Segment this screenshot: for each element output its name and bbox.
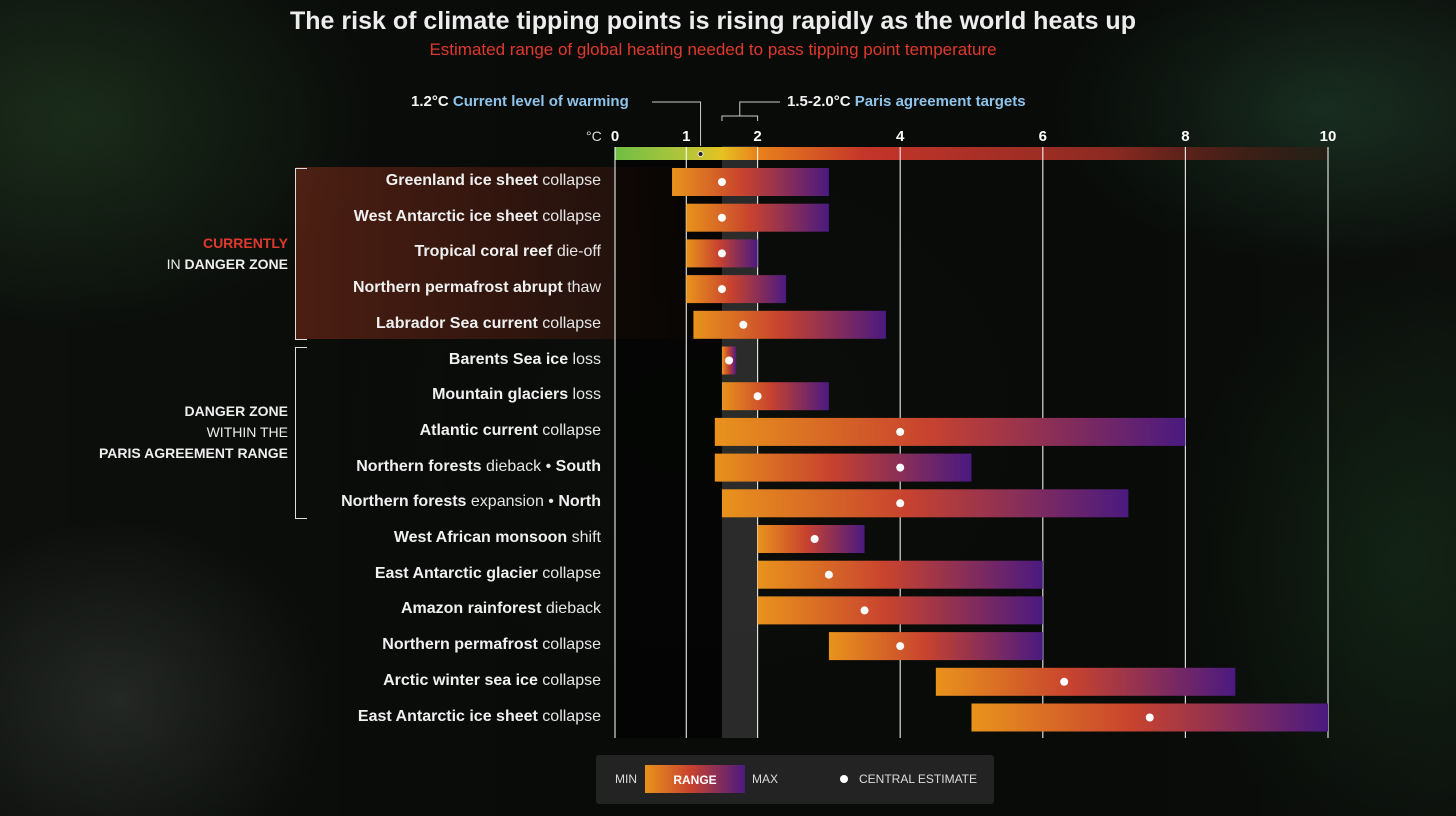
group-paris-line2: WITHIN THE — [206, 424, 288, 440]
central-estimate-dot — [725, 356, 734, 365]
range-bar — [714, 453, 972, 482]
range-bar — [757, 560, 1043, 589]
legend-min: MIN — [615, 772, 637, 786]
range-bar — [935, 667, 1236, 696]
central-estimate-dot — [896, 499, 905, 508]
current-warming-label: Current level of warming — [452, 93, 629, 110]
row-label: Greenland ice sheet collapse — [385, 172, 601, 189]
legend-central: CENTRAL ESTIMATE — [859, 772, 978, 786]
current-warming-annotation: 1.2°C Current level of warming — [411, 93, 629, 110]
row-label: Northern forests expansion • North — [341, 493, 601, 511]
row-label: East Antarctic ice sheet collapse — [357, 707, 601, 725]
x-tick-label: 8 — [1181, 128, 1189, 145]
row-label: Amazon rainforest dieback — [400, 600, 601, 618]
current-warming-value: 1.2°C — [411, 93, 449, 110]
paris-target-connector — [739, 101, 780, 116]
group-paris-line1: DANGER ZONE — [184, 403, 288, 419]
temperature-scale-strip — [615, 147, 1328, 160]
group-current-line1: CURRENTLY — [202, 235, 288, 251]
range-bar — [828, 632, 1043, 661]
below-paris-band — [615, 146, 722, 738]
range-bar — [686, 275, 787, 304]
x-tick-label: 2 — [753, 128, 761, 145]
central-estimate-dot — [717, 249, 726, 258]
x-tick-label: 6 — [1039, 128, 1047, 145]
legend-max: MAX — [752, 772, 779, 786]
legend-range: RANGE — [673, 773, 717, 787]
row-label: Atlantic current collapse — [419, 421, 601, 439]
paris-target-bracket — [721, 115, 759, 121]
central-estimate-dot — [717, 178, 726, 186]
row-label: West African monsoon shift — [393, 529, 601, 546]
paris-target-value: 1.5-2.0°C — [787, 93, 851, 110]
axis-unit: °C — [586, 128, 602, 144]
range-bar — [721, 489, 1129, 518]
central-estimate-dot — [896, 642, 905, 651]
central-estimate-dot — [717, 285, 726, 294]
paris-target-annotation: 1.5-2.0°C Paris agreement targets — [787, 93, 1026, 110]
group-paris-line3: PARIS AGREEMENT RANGE — [98, 445, 288, 461]
central-estimate-dot — [753, 392, 762, 401]
central-estimate-dot — [717, 213, 726, 222]
group-current-line2: IN DANGER ZONE — [166, 256, 288, 272]
x-tick-label: 4 — [896, 128, 905, 145]
legend: MIN RANGE MAX CENTRAL ESTIMATE — [596, 755, 994, 804]
group-label-paris: DANGER ZONE WITHIN THE PARIS AGREEMENT R… — [0, 401, 288, 464]
central-estimate-dot — [896, 463, 905, 472]
central-estimate-dot — [896, 427, 905, 436]
x-tick-label: 1 — [682, 128, 690, 145]
row-label: Barents Sea ice loss — [448, 350, 601, 368]
chart-subtitle: Estimated range of global heating needed… — [429, 40, 997, 59]
range-bar — [721, 382, 829, 411]
central-estimate-dot — [739, 320, 748, 329]
row-label: Northern forests dieback • South — [356, 457, 601, 475]
legend-central-dot — [840, 775, 848, 783]
row-label: Arctic winter sea ice collapse — [383, 671, 601, 689]
row-label: Northern permafrost collapse — [382, 636, 601, 654]
central-estimate-dot — [860, 606, 869, 615]
row-label: Mountain glaciers loss — [432, 386, 601, 404]
group-label-current: CURRENTLY IN DANGER ZONE — [0, 233, 288, 275]
range-bar — [672, 168, 829, 196]
chart-title: The risk of climate tipping points is ri… — [290, 7, 1136, 35]
row-label: Labrador Sea current collapse — [376, 314, 601, 332]
group-bracket-current — [295, 168, 307, 340]
central-estimate-dot — [1145, 713, 1154, 722]
row-label: East Antarctic glacier collapse — [374, 564, 601, 582]
current-warming-marker — [697, 151, 704, 157]
paris-target-label: Paris agreement targets — [854, 93, 1026, 110]
row-label: West Antarctic ice sheet collapse — [353, 207, 601, 225]
range-bar — [757, 596, 1043, 625]
row-label: Tropical coral reef die-off — [414, 243, 601, 261]
x-tick-label: 10 — [1320, 128, 1337, 145]
current-warming-connector — [652, 101, 702, 146]
range-bar — [714, 417, 1186, 446]
x-tick-label: 0 — [611, 128, 619, 145]
central-estimate-dot — [824, 570, 833, 579]
group-bracket-paris — [295, 347, 307, 519]
central-estimate-dot — [810, 535, 819, 543]
central-estimate-dot — [1060, 677, 1069, 686]
legend-range-swatch: RANGE — [645, 765, 745, 793]
range-bar — [693, 310, 886, 339]
range-bar — [686, 203, 829, 232]
row-label: Northern permafrost abrupt thaw — [352, 279, 601, 297]
